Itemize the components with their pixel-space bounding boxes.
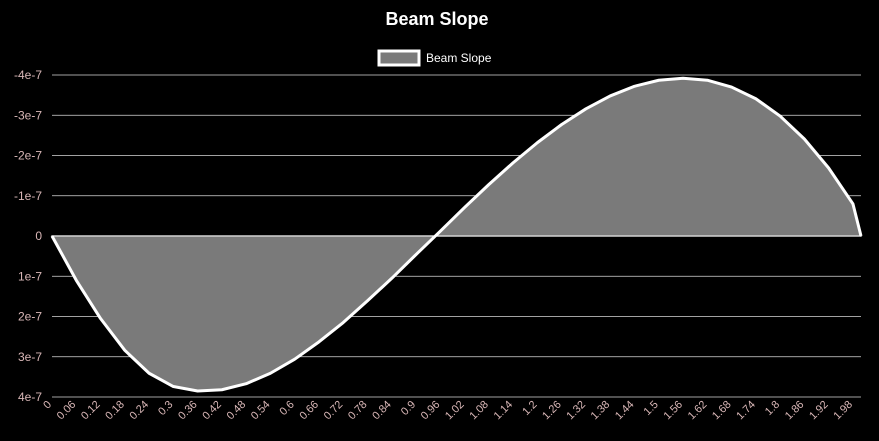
y-tick-label: 1e-7 xyxy=(18,269,42,283)
data-point xyxy=(463,206,466,209)
data-point xyxy=(585,108,587,110)
data-point xyxy=(860,235,862,237)
data-point xyxy=(99,317,102,320)
y-tick-label: -2e-7 xyxy=(14,149,42,163)
data-point xyxy=(657,79,660,82)
data-point xyxy=(560,123,563,126)
data-point xyxy=(682,77,684,80)
legend[interactable]: Beam Slope xyxy=(377,49,492,67)
data-point xyxy=(512,161,514,164)
data-point xyxy=(172,385,175,388)
data-point xyxy=(803,138,806,140)
y-tick-label: -3e-7 xyxy=(14,108,42,122)
y-tick-label: 2e-7 xyxy=(18,310,42,324)
data-point xyxy=(730,86,733,88)
data-point xyxy=(293,358,296,360)
chart-title: Beam Slope xyxy=(385,9,488,29)
data-point xyxy=(75,279,78,282)
data-point xyxy=(366,300,369,302)
data-point xyxy=(633,85,636,88)
data-point xyxy=(827,167,830,169)
data-point xyxy=(706,79,709,82)
legend-label: Beam Slope xyxy=(426,51,492,65)
y-tick-label: 3e-7 xyxy=(18,350,42,364)
data-point xyxy=(245,382,247,385)
y-tick-label: 0 xyxy=(35,229,42,243)
data-point xyxy=(488,183,490,186)
data-point xyxy=(51,235,53,237)
data-point xyxy=(269,372,272,375)
data-point xyxy=(342,321,345,324)
data-point xyxy=(148,372,150,375)
data-point xyxy=(196,390,199,392)
data-point xyxy=(415,253,417,256)
legend-swatch xyxy=(377,49,421,67)
data-point xyxy=(755,97,757,100)
series-layer xyxy=(50,76,863,393)
data-point xyxy=(390,277,393,280)
data-point xyxy=(609,95,612,97)
y-tick-label: -1e-7 xyxy=(14,189,42,203)
data-point xyxy=(779,115,781,117)
data-point xyxy=(221,388,223,391)
data-point xyxy=(852,203,854,205)
data-point xyxy=(439,230,442,232)
data-point xyxy=(318,341,320,343)
series-area-beam-slope xyxy=(52,78,861,391)
y-tick-label: 4e-7 xyxy=(18,390,42,404)
y-tick-label: -4e-7 xyxy=(14,68,42,82)
y-axis-ticks: -4e-7 -3e-7 -2e-7 -1e-7 0 1e-7 2e-7 3e-7 4e-7 xyxy=(14,68,42,404)
data-point xyxy=(536,141,539,144)
data-point xyxy=(124,349,126,352)
